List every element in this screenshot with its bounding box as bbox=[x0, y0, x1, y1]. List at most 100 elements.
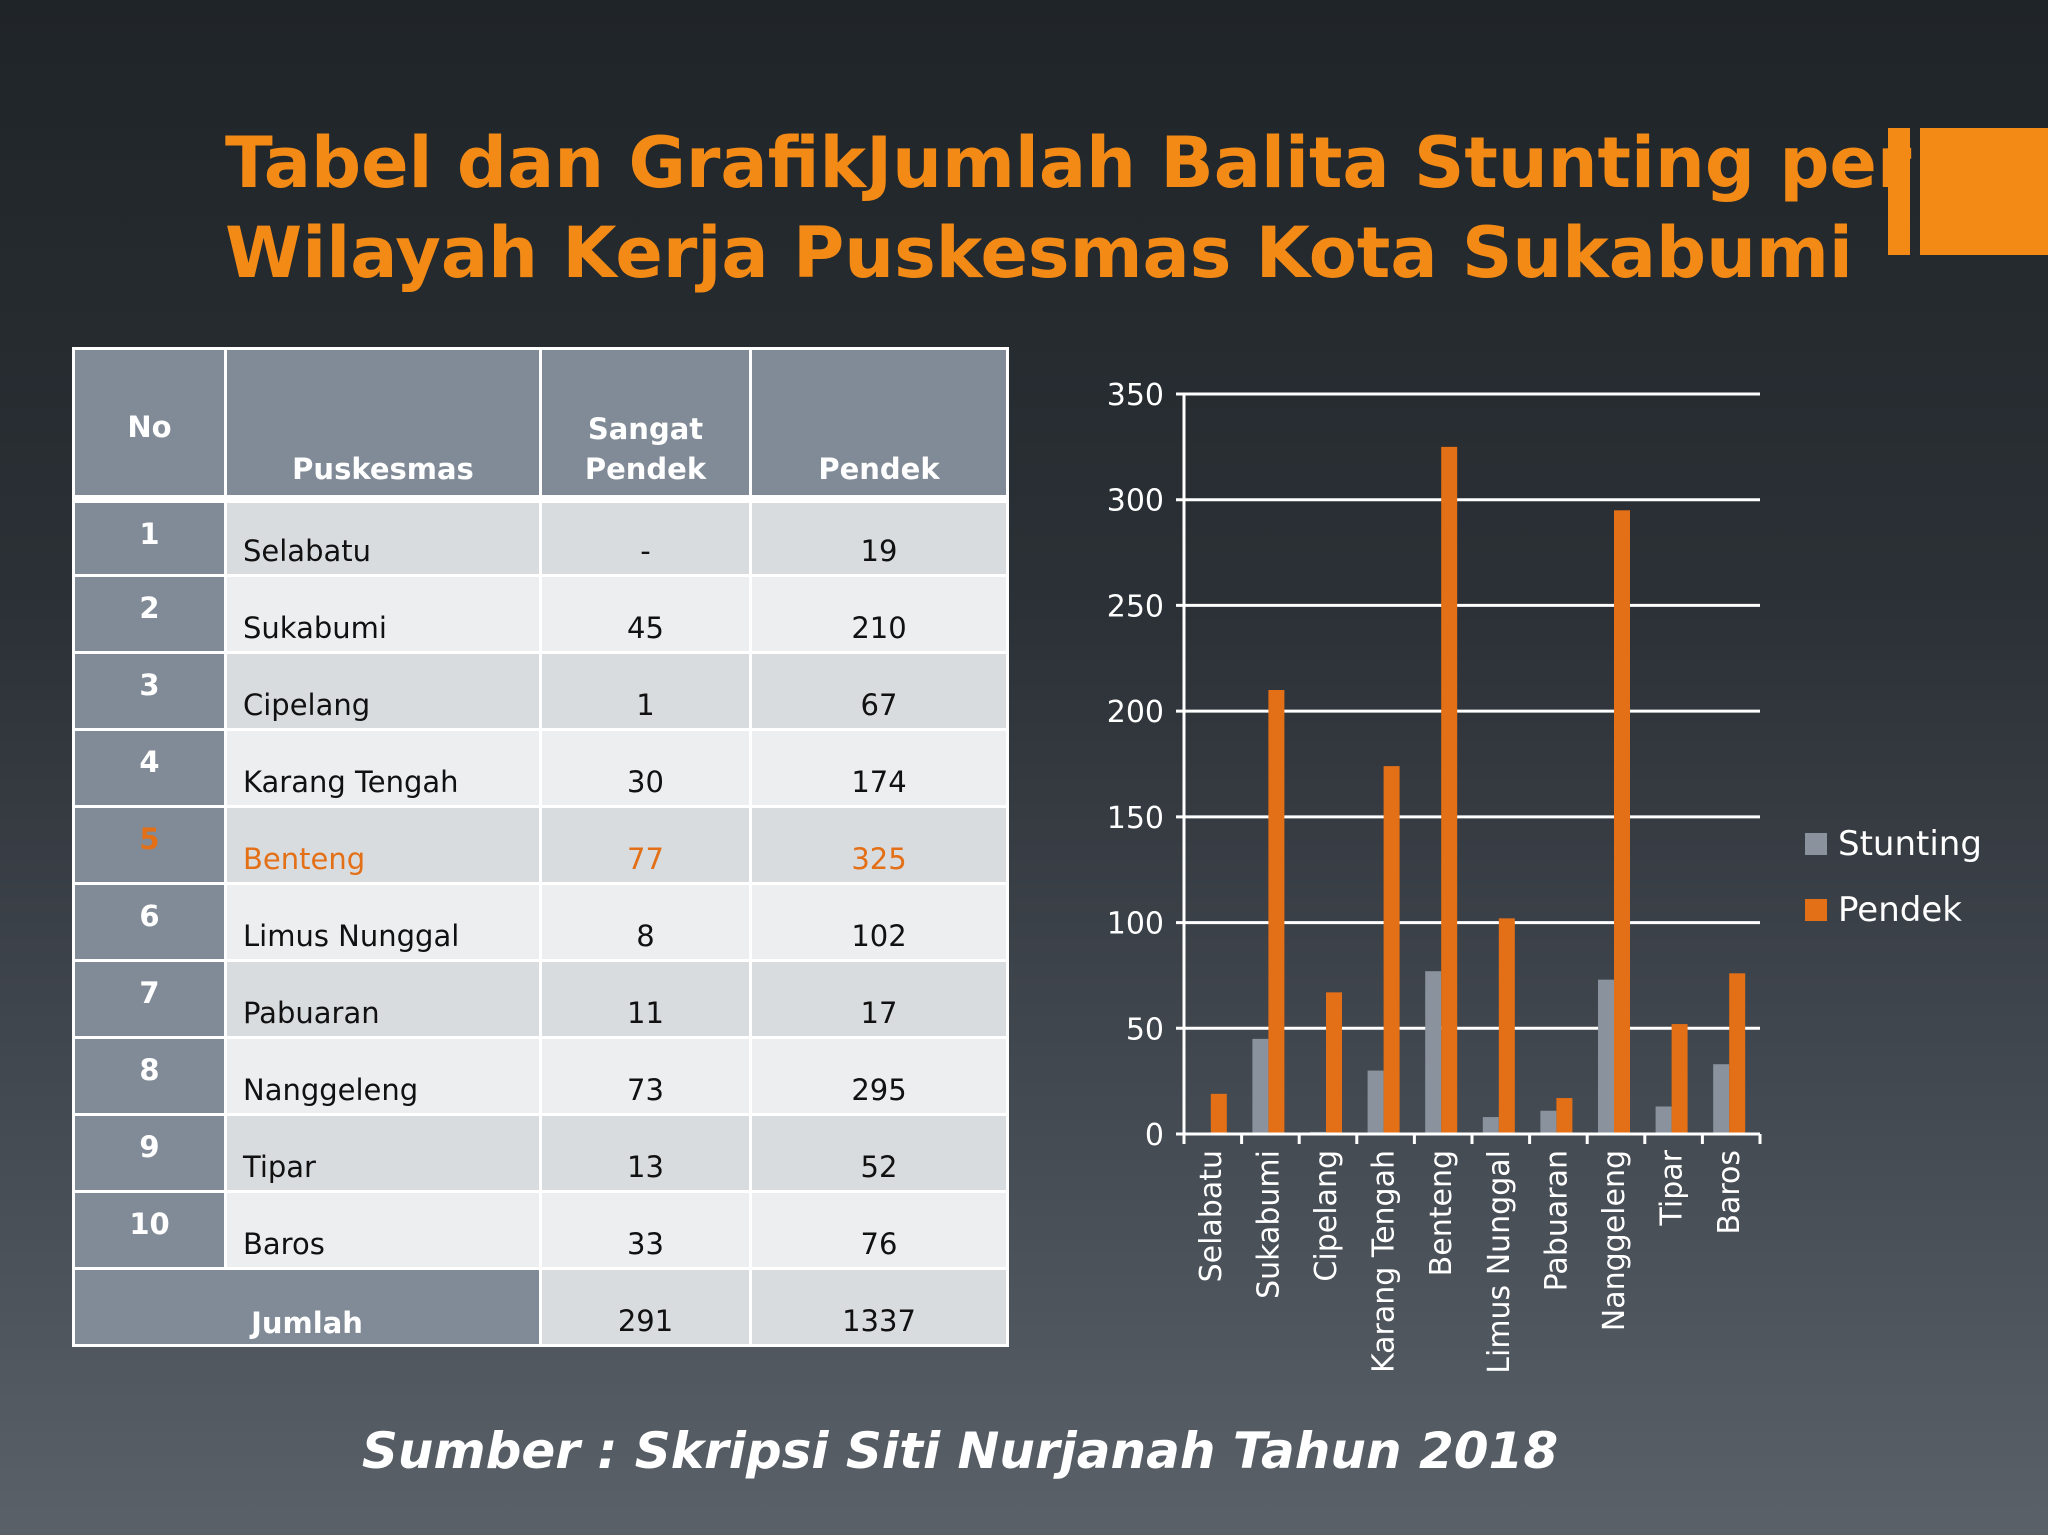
row-puskesmas: Cipelang bbox=[224, 651, 542, 731]
row-pendek: 210 bbox=[749, 574, 1009, 654]
x-tick-label: Sukabumi bbox=[1251, 1150, 1286, 1299]
row-no: 6 bbox=[72, 882, 227, 962]
table-row: 3 Cipelang 1 67 bbox=[72, 651, 1009, 731]
bar-stunting bbox=[1655, 1106, 1672, 1134]
source-caption: Sumber : Skripsi Siti Nurjanah Tahun 201… bbox=[361, 1422, 1559, 1480]
row-pendek: 102 bbox=[749, 882, 1009, 962]
bar-stunting bbox=[1367, 1070, 1384, 1134]
row-puskesmas: Tipar bbox=[224, 1113, 542, 1193]
table-row: 7 Pabuaran 11 17 bbox=[72, 959, 1009, 1039]
header-sangat-pendek-line2: Pendek bbox=[584, 451, 707, 486]
row-puskesmas: Selabatu bbox=[224, 497, 542, 577]
bar-pendek bbox=[1556, 1098, 1573, 1134]
row-puskesmas: Baros bbox=[224, 1190, 542, 1270]
y-tick-label: 250 bbox=[1107, 589, 1164, 624]
row-puskesmas: Pabuaran bbox=[224, 959, 542, 1039]
row-no: 2 bbox=[72, 574, 227, 654]
row-pendek: 19 bbox=[749, 497, 1009, 577]
table-total-row: Jumlah 291 1337 bbox=[72, 1267, 1009, 1347]
bar-stunting bbox=[1252, 1038, 1269, 1134]
y-tick-label: 50 bbox=[1126, 1012, 1164, 1047]
legend-swatch-pendek bbox=[1805, 899, 1827, 921]
row-puskesmas: Sukabumi bbox=[224, 574, 542, 654]
legend-label-stunting: Stunting bbox=[1838, 824, 1982, 864]
row-no: 7 bbox=[72, 959, 227, 1039]
row-pendek: 325 bbox=[749, 805, 1009, 885]
bar-pendek bbox=[1441, 446, 1458, 1134]
y-tick-label: 300 bbox=[1107, 484, 1164, 519]
row-puskesmas: Nanggeleng bbox=[224, 1036, 542, 1116]
row-pendek: 52 bbox=[749, 1113, 1009, 1193]
y-tick-label: 0 bbox=[1145, 1118, 1164, 1153]
row-no: 9 bbox=[72, 1113, 227, 1193]
stunting-table: No Puskesmas Sangat Pendek Pendek 1 Selab… bbox=[72, 347, 1009, 1347]
table-row: 1 Selabatu -19 bbox=[72, 497, 1009, 577]
table-row: 10 Baros 33 76 bbox=[72, 1190, 1009, 1270]
row-puskesmas: Benteng bbox=[224, 805, 542, 885]
row-pendek: 295 bbox=[749, 1036, 1009, 1116]
row-pendek: 76 bbox=[749, 1190, 1009, 1270]
row-sangat-pendek: - bbox=[539, 497, 752, 577]
x-tick-label: Benteng bbox=[1424, 1150, 1459, 1276]
row-puskesmas: Karang Tengah bbox=[224, 728, 542, 808]
bar-pendek bbox=[1268, 690, 1285, 1134]
header-pendek: Pendek bbox=[749, 347, 1009, 503]
row-no: 5 bbox=[72, 805, 227, 885]
row-no: 4 bbox=[72, 728, 227, 808]
row-sangat-pendek: 45 bbox=[539, 574, 752, 654]
bar-stunting bbox=[1425, 971, 1442, 1134]
total-sangat-pendek: 291 bbox=[539, 1267, 752, 1347]
bar-chart: 0 50 100 150 200 250 300 350 Selabatu Sukabumi Cip… bbox=[1107, 378, 1982, 1374]
bar-pendek bbox=[1498, 918, 1515, 1134]
y-tick-label: 350 bbox=[1107, 378, 1164, 413]
row-pendek: 67 bbox=[749, 651, 1009, 731]
table-row: 9 Tipar 13 52 bbox=[72, 1113, 1009, 1193]
table-row: 2 Sukabumi 45 210 bbox=[72, 574, 1009, 654]
row-no: 1 bbox=[72, 497, 227, 577]
slide-title: Tabel dan GrafikJumlah Balita Stunting p… bbox=[225, 118, 1911, 298]
row-sangat-pendek: 77 bbox=[539, 805, 752, 885]
accent-block bbox=[1920, 128, 2048, 255]
bar-pendek bbox=[1326, 992, 1342, 1134]
bar-pendek bbox=[1729, 973, 1746, 1134]
total-pendek: 1337 bbox=[749, 1267, 1009, 1347]
bar-pendek bbox=[1614, 510, 1630, 1134]
bar-stunting bbox=[1482, 1117, 1499, 1134]
table-row: 6 Limus Nunggal 8 102 bbox=[72, 882, 1009, 962]
table-header-row: No Puskesmas Sangat Pendek Pendek bbox=[72, 347, 1009, 503]
x-tick-label: Pabuaran bbox=[1539, 1150, 1574, 1291]
total-label: Jumlah bbox=[72, 1267, 542, 1347]
y-tick-label: 100 bbox=[1107, 907, 1164, 942]
row-sangat-pendek: 30 bbox=[539, 728, 752, 808]
y-tick-label: 200 bbox=[1107, 695, 1164, 730]
y-tick-label: 150 bbox=[1107, 801, 1164, 836]
bar-pendek bbox=[1383, 766, 1400, 1134]
x-tick-label: Karang Tengah bbox=[1367, 1150, 1402, 1373]
row-sangat-pendek: 73 bbox=[539, 1036, 752, 1116]
row-puskesmas: Limus Nunggal bbox=[224, 882, 542, 962]
x-tick-label: Limus Nunggal bbox=[1482, 1150, 1517, 1374]
bar-stunting bbox=[1540, 1110, 1557, 1134]
row-pendek: 17 bbox=[749, 959, 1009, 1039]
row-sangat-pendek: 13 bbox=[539, 1113, 752, 1193]
x-tick-label: Tipar bbox=[1655, 1149, 1690, 1226]
accent-bar-thin bbox=[1888, 128, 1910, 255]
bar-pendek bbox=[1671, 1024, 1688, 1134]
header-sangat-pendek: Sangat Pendek bbox=[539, 347, 752, 503]
row-no: 10 bbox=[72, 1190, 227, 1270]
table-row: 8 Nanggeleng 73 295 bbox=[72, 1036, 1009, 1116]
bar-stunting bbox=[1713, 1064, 1730, 1134]
row-no: 8 bbox=[72, 1036, 227, 1116]
row-sangat-pendek: 33 bbox=[539, 1190, 752, 1270]
title-line-2: Wilayah Kerja Puskesmas Kota Sukabumi bbox=[225, 212, 1853, 294]
x-tick-label: Cipelang bbox=[1309, 1150, 1344, 1282]
legend-swatch-stunting bbox=[1805, 833, 1827, 855]
legend-label-pendek: Pendek bbox=[1838, 890, 1962, 930]
table-row: 4 Karang Tengah 30 174 bbox=[72, 728, 1009, 808]
bar-stunting bbox=[1598, 979, 1614, 1134]
header-puskesmas: Puskesmas bbox=[224, 347, 542, 503]
table-row: 5 Benteng 77 325 bbox=[72, 805, 1009, 885]
bar-pendek bbox=[1210, 1093, 1227, 1134]
x-tick-label: Nanggeleng bbox=[1597, 1150, 1632, 1331]
x-tick-label: Baros bbox=[1712, 1150, 1747, 1235]
